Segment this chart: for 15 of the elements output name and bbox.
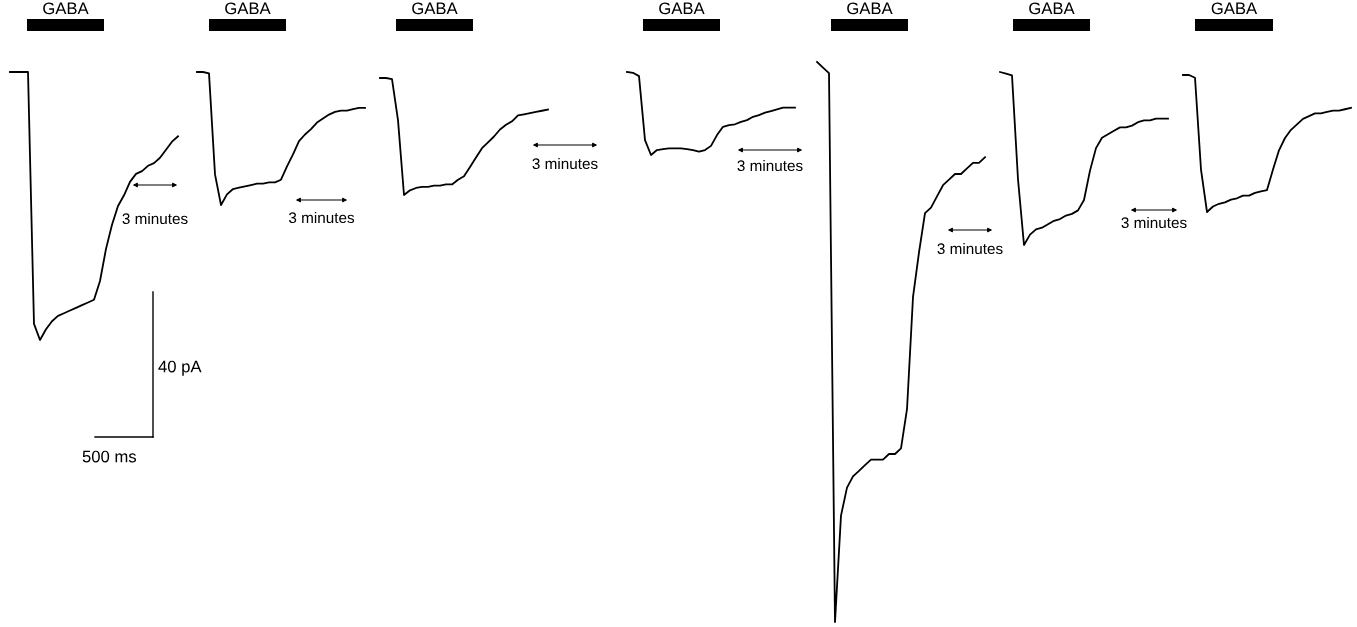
text: GABA <box>1211 2 1258 15</box>
text: GABA <box>412 2 458 15</box>
text: 40 pA <box>158 360 202 376</box>
text: GABA <box>659 2 705 15</box>
text: 500 ms <box>82 450 137 463</box>
text: 3 minutes <box>288 211 355 224</box>
text: GABA <box>847 2 893 15</box>
annotation: 3 minutes <box>532 157 598 170</box>
text: GABA <box>225 2 271 15</box>
text: 3 minutes <box>737 159 803 172</box>
text: GABA <box>43 2 89 15</box>
annotation: 3 minutes <box>1121 216 1187 229</box>
annotation: 3 minutes <box>937 242 1003 255</box>
text: GABA <box>1029 2 1075 15</box>
annotation: 3 minutes <box>122 212 188 225</box>
